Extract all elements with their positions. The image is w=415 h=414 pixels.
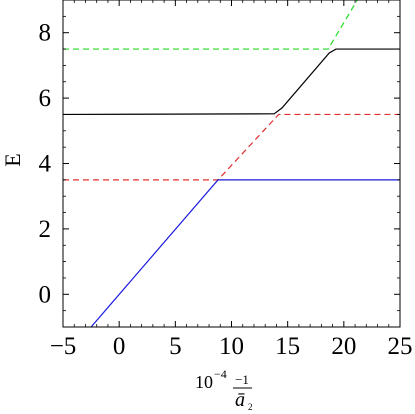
- plot-lines: [63, 0, 400, 327]
- y-tick-label: 8: [39, 20, 52, 47]
- series-line-2: [63, 0, 358, 50]
- x-tick-label: 15: [275, 333, 300, 360]
- y-tick-label: 4: [39, 151, 52, 178]
- x-tick-label: 20: [331, 333, 356, 360]
- x-label-exponent: −4: [214, 367, 227, 381]
- y-tick-label: 2: [39, 216, 52, 243]
- series-line-4: [63, 48, 400, 116]
- x-tick-label: 10: [219, 333, 244, 360]
- x-tick-label: 25: [388, 333, 413, 360]
- tick-labels: −5 0 5 10 15 20 25 0 2 4 6 8: [39, 20, 413, 360]
- x-label-denominator-subscript: 2: [248, 402, 253, 412]
- axis-ticks: [62, 0, 401, 328]
- x-label-denominator: ā: [235, 389, 245, 411]
- y-axis-label: E: [0, 153, 25, 166]
- y-tick-label: 6: [39, 85, 52, 112]
- x-axis-label: 10 −4 −1 ā 2: [195, 367, 253, 412]
- x-label-numerator: −1: [235, 372, 249, 387]
- series-line-1: [63, 113, 400, 181]
- x-tick-label: 0: [113, 333, 126, 360]
- y-tick-label: 0: [39, 281, 52, 308]
- x-tick-label: −5: [50, 333, 77, 360]
- x-label-prefix: 10: [195, 372, 213, 392]
- x-tick-label: 5: [169, 333, 182, 360]
- series-line-3: [90, 179, 400, 327]
